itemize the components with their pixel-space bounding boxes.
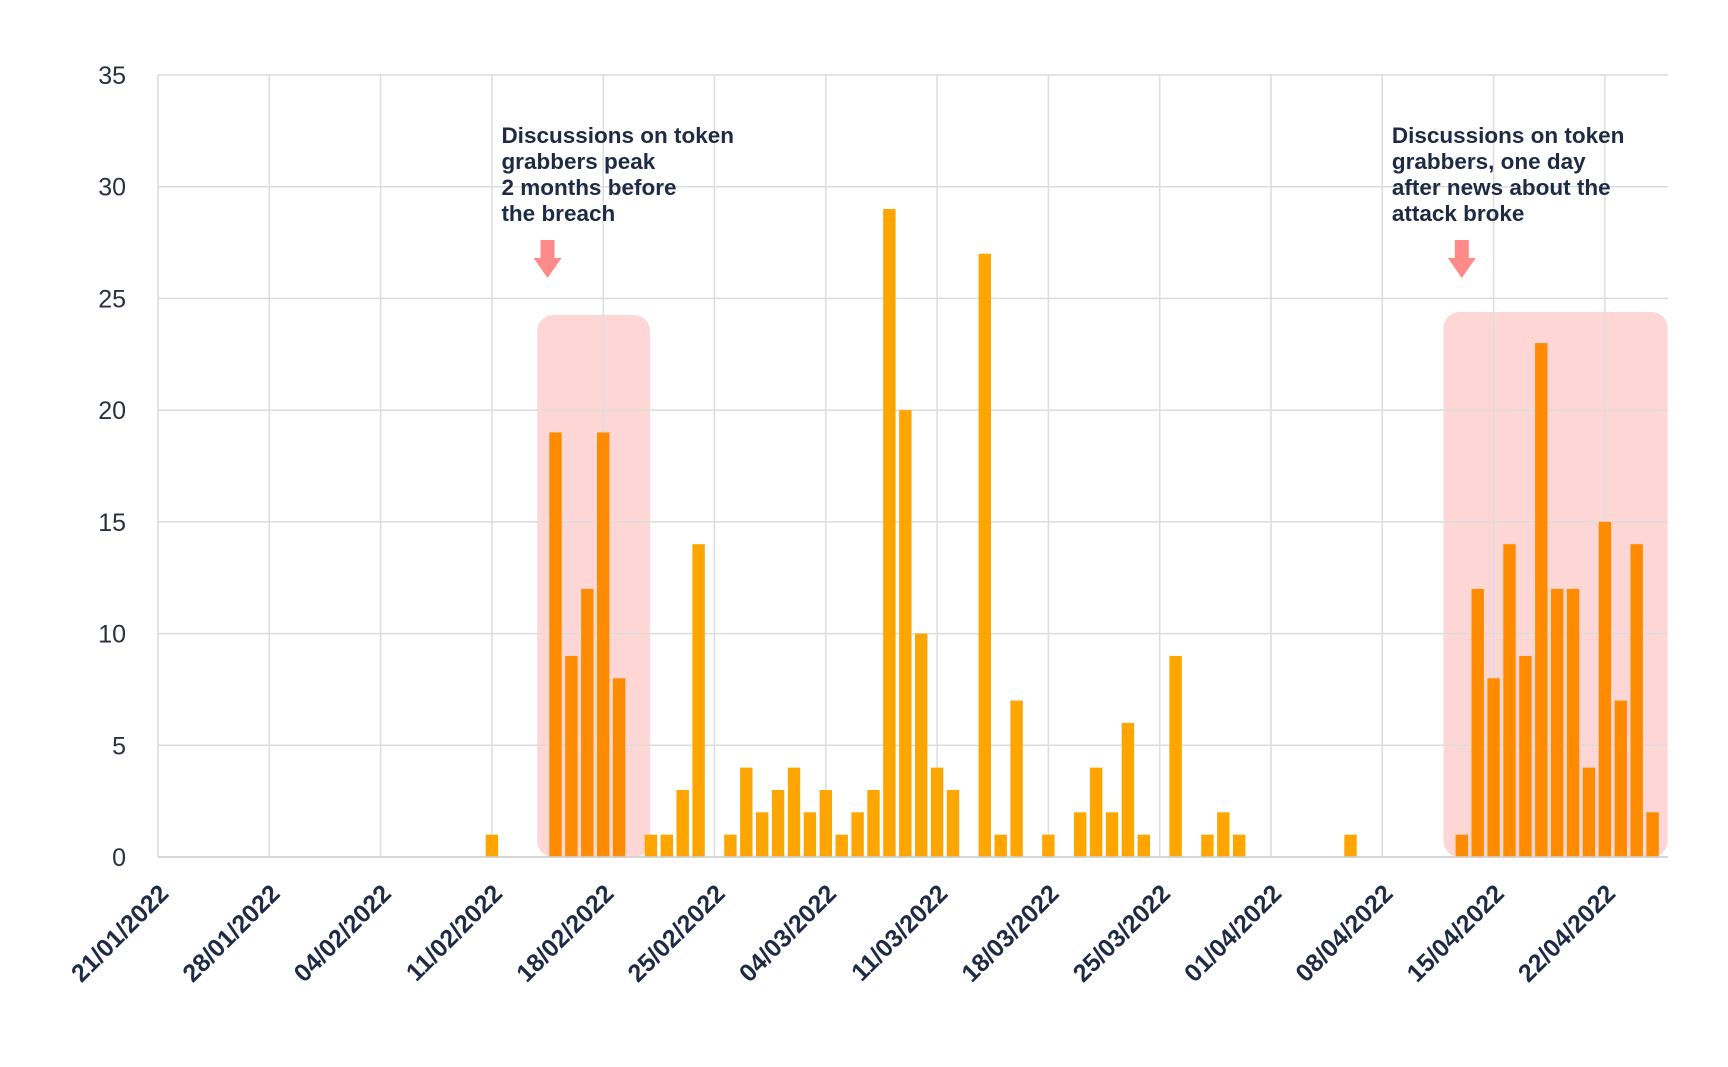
bar xyxy=(1614,700,1628,857)
x-tick-label: 25/03/2022 xyxy=(1068,879,1176,987)
bar xyxy=(1121,722,1135,857)
bar xyxy=(930,767,944,857)
bar xyxy=(485,834,499,857)
y-tick-label: 0 xyxy=(112,844,126,872)
bar xyxy=(1598,521,1612,857)
annotation-text: grabbers, one day xyxy=(1392,149,1586,174)
bar xyxy=(851,812,864,857)
bar xyxy=(1535,343,1548,858)
bar xyxy=(1582,767,1596,857)
bar xyxy=(1646,812,1659,857)
x-tick-label: 28/01/2022 xyxy=(177,879,285,987)
arrow-icon xyxy=(533,240,562,278)
bar xyxy=(755,812,769,857)
annotation-text: Discussions on token xyxy=(501,123,734,148)
bar xyxy=(549,432,562,857)
bar xyxy=(787,767,801,857)
annotation-text: attack broke xyxy=(1392,201,1525,226)
x-tick-label: 18/02/2022 xyxy=(511,879,619,987)
bar xyxy=(1471,588,1484,857)
bar xyxy=(1566,588,1580,857)
bar xyxy=(1630,544,1643,857)
y-tick-label: 25 xyxy=(98,285,126,313)
bar xyxy=(803,812,817,857)
bar xyxy=(1550,588,1564,857)
annotation-text: after news about the xyxy=(1392,175,1611,200)
bar xyxy=(1201,834,1214,857)
bar xyxy=(1455,834,1469,857)
annotation-text: 2 months before xyxy=(501,175,676,200)
annotation-text: the breach xyxy=(501,201,615,226)
bar xyxy=(994,834,1007,857)
y-tick-label: 35 xyxy=(98,62,126,90)
bar xyxy=(581,588,594,857)
bar xyxy=(1073,812,1087,857)
y-tick-label: 10 xyxy=(98,621,126,649)
x-tick-label: 21/01/2022 xyxy=(66,879,174,987)
bar xyxy=(692,544,705,857)
bar xyxy=(867,789,880,857)
bar xyxy=(1137,834,1151,857)
x-tick-label: 15/04/2022 xyxy=(1402,879,1510,987)
x-tick-label: 22/04/2022 xyxy=(1513,879,1621,987)
bar xyxy=(1042,834,1055,857)
bar xyxy=(771,789,785,857)
x-tick-label: 08/04/2022 xyxy=(1290,879,1398,987)
bar xyxy=(1344,834,1357,857)
bar xyxy=(914,633,928,857)
arrow-icon xyxy=(1447,240,1476,278)
x-tick-label: 01/04/2022 xyxy=(1179,879,1287,987)
bar xyxy=(1089,767,1103,857)
bar xyxy=(978,253,992,857)
bar xyxy=(835,834,848,857)
x-tick-label: 18/03/2022 xyxy=(956,879,1064,987)
bar xyxy=(946,789,960,857)
y-tick-label: 5 xyxy=(112,732,126,760)
bar xyxy=(565,655,578,857)
x-tick-label: 11/02/2022 xyxy=(401,879,508,986)
x-tick-label: 11/03/2022 xyxy=(846,879,953,986)
x-tick-label: 04/03/2022 xyxy=(734,879,842,987)
y-tick-label: 15 xyxy=(98,509,126,537)
annotation-text: grabbers peak xyxy=(501,149,655,174)
bar xyxy=(1217,812,1230,857)
bar xyxy=(1232,834,1246,857)
y-tick-label: 20 xyxy=(98,397,126,425)
bar xyxy=(596,432,610,857)
bar xyxy=(660,834,674,857)
annotation-text: Discussions on token xyxy=(1392,123,1625,148)
bar xyxy=(899,410,912,857)
bar xyxy=(740,767,753,857)
y-tick-label: 30 xyxy=(98,174,126,202)
bar xyxy=(1010,700,1023,857)
bar xyxy=(883,209,896,858)
x-tick-label: 25/02/2022 xyxy=(622,879,730,987)
bar xyxy=(819,789,833,857)
bar xyxy=(612,678,626,857)
bar xyxy=(676,789,689,857)
bar xyxy=(1169,655,1182,857)
bar xyxy=(1487,678,1500,857)
bar xyxy=(724,834,737,857)
bar xyxy=(644,834,658,857)
bar xyxy=(1105,812,1119,857)
bar xyxy=(1503,544,1516,857)
bar xyxy=(1519,655,1532,857)
x-tick-label: 04/02/2022 xyxy=(289,879,397,987)
